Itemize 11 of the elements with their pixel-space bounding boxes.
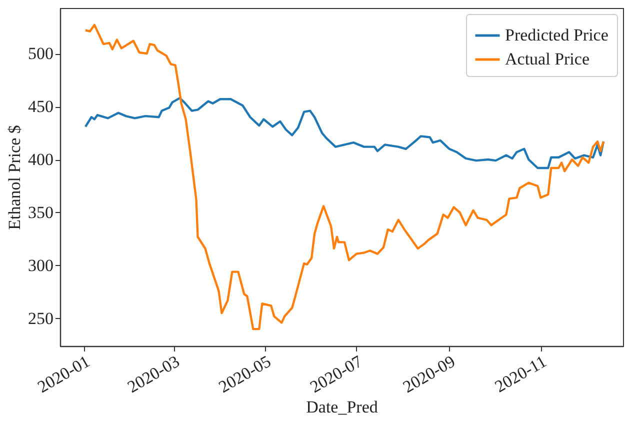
line-series bbox=[84, 96, 605, 170]
x-axis-title: Date_Pred bbox=[306, 398, 378, 417]
y-tick-label: 400 bbox=[28, 150, 54, 170]
y-tick-label: 300 bbox=[28, 256, 54, 275]
y-tick-label: 350 bbox=[28, 202, 54, 222]
y-tick-label: 250 bbox=[28, 308, 54, 328]
y-tick-label: 500 bbox=[28, 44, 54, 64]
legend-label: Actual Price bbox=[505, 50, 590, 68]
y-axis-title: Ethanol Price $ bbox=[5, 125, 24, 230]
y-tick-label: 450 bbox=[28, 97, 54, 116]
legend-label: Predicted Price bbox=[505, 26, 608, 44]
